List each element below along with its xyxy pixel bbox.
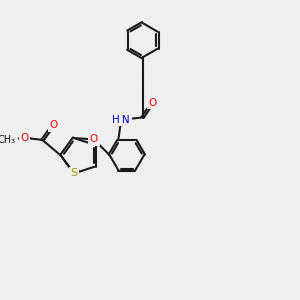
Text: O: O <box>148 98 157 108</box>
Text: S: S <box>70 168 77 178</box>
Text: H N: H N <box>112 115 130 125</box>
Text: O: O <box>90 134 98 145</box>
Text: O: O <box>49 120 58 130</box>
Text: CH₃: CH₃ <box>0 135 16 145</box>
Text: O: O <box>21 133 29 143</box>
